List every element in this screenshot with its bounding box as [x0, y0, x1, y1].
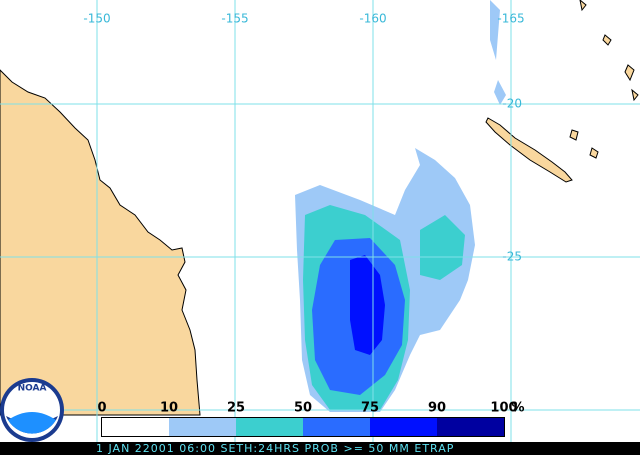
legend-tick-label: 10	[160, 401, 178, 416]
colorbar-box	[303, 418, 370, 436]
caption-bar	[0, 442, 640, 455]
new-caledonia	[485, 117, 573, 183]
legend: 0 10 25 50 75 90 100%	[97, 401, 525, 437]
longitude-label: -165	[497, 12, 524, 26]
colorbar-box	[169, 418, 236, 436]
legend-tick-label: 0	[97, 401, 106, 416]
prob-75-90	[350, 255, 385, 355]
longitude-label: -150	[83, 12, 110, 26]
graticule: -150 -155 -160 -165 -20 -25	[0, 0, 640, 442]
colorbar-box	[236, 418, 303, 436]
longitude-label: -160	[359, 12, 386, 26]
colorbar-box	[102, 418, 169, 436]
legend-unit: %	[511, 401, 524, 416]
legend-tick-label: 75	[361, 401, 379, 416]
colorbar-box	[437, 418, 504, 436]
legend-tick-label: 90	[428, 401, 446, 416]
latitude-label: -20	[502, 97, 522, 111]
colorbar-box	[370, 418, 437, 436]
longitude-label: -155	[221, 12, 248, 26]
legend-tick-label: 50	[294, 401, 312, 416]
logo-text: NOAA	[18, 384, 47, 394]
vanuatu	[569, 0, 639, 159]
legend-tick-label: 100	[490, 401, 517, 416]
noaa-logo: NOAA	[0, 378, 64, 442]
caption: 1 JAN 22001 06:00 SETH:24HRS PROB >= 50 …	[96, 442, 454, 455]
latitude-label: -25	[502, 250, 522, 264]
australia	[0, 69, 201, 416]
legend-tick-label: 25	[227, 401, 245, 416]
